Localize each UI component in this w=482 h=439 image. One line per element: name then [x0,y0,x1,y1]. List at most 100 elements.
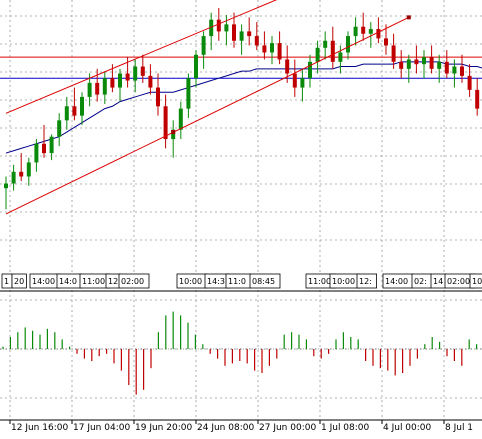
candle-body [444,61,449,74]
candle-body [422,57,426,65]
session-tag: 10:00 [176,273,208,289]
candle-body [315,47,320,62]
candle [422,50,426,79]
candle-body [368,29,373,34]
candle-body [406,59,411,69]
x-tick-label: 1 Jul 08:00 [321,423,370,433]
session-tag: 08:45 [249,273,281,289]
session-tag-label: 10:0 [472,277,482,286]
session-tag-box [249,273,281,289]
candle [186,73,191,118]
candle [376,17,381,44]
session-tag: 20 [11,273,27,289]
candle-body [110,78,115,88]
session-tag: 10:00 [329,273,361,289]
candle-body [399,61,404,69]
session-tag: 11:00 [79,273,111,289]
candle-body [178,108,183,130]
x-tick-label: 8 Jul 1 [445,423,473,433]
candle-body [64,106,69,121]
candle-body [72,106,77,116]
candle [49,134,54,161]
candle [353,17,358,46]
candle [148,64,153,95]
session-tag: 1 [1,273,13,289]
candle [34,139,39,172]
candles-layer [4,8,480,210]
session-tag: 02:00 [118,273,150,289]
session-tag-box [118,273,150,289]
candle [95,68,100,102]
session-tag-label: 02:00 [447,277,470,286]
candle-body [4,183,8,189]
candle [346,31,350,60]
candle-body [452,66,457,74]
candle [308,54,312,88]
candle-body [475,89,480,109]
candle [239,24,244,55]
candle-body [57,120,62,137]
candle [338,45,343,74]
channel-anchor-marker [406,15,411,20]
x-tick-label: 4 Jul 00:00 [383,423,432,433]
candle [330,26,335,69]
candle-body [239,31,244,41]
session-tag-label: 1 [4,277,9,286]
candle [133,59,138,93]
session-tag: 14:00 [29,273,61,289]
session-tag-label: 14:3 [207,277,225,286]
candle [26,157,31,186]
session-tag-label: 08:45 [252,277,275,286]
candle [19,153,24,182]
candle-body [429,57,434,69]
candle [444,50,449,79]
candle-body [285,59,290,74]
candle-body [353,26,358,37]
session-tag: 12 [105,273,121,289]
candle-body [437,61,442,69]
candle-body [34,143,39,163]
candle-body [102,78,107,95]
candle [300,68,305,102]
session-tag: 14 [430,273,446,289]
session-tag: 12: [356,273,378,289]
candle-body [467,75,472,90]
session-tags-layer: 1 20 14:00 14:0 11:00 12 02:00 10:00 14:3 11:0 08:… [1,273,482,289]
candle [399,50,404,79]
candle-body [26,162,31,177]
candle [57,113,62,147]
candle [277,31,282,65]
candle [140,54,145,83]
candle [315,40,320,74]
session-tag-label: 14 [433,277,443,286]
x-tick-label: 19 Jun 20:00 [135,423,192,433]
candle [42,125,46,158]
session-tag-box [469,273,482,289]
candle-body [323,40,328,48]
session-tag-label: 10:00 [179,277,202,286]
candle-body [118,73,122,88]
session-tag-label: 11:00 [82,277,105,286]
candle-body [338,52,343,62]
candle-body [391,45,396,62]
moving-average-line [5,61,482,154]
session-tag-label: 11:00 [308,277,331,286]
candle-body [186,78,191,109]
session-tag: 14:0 [56,273,83,289]
candle [11,164,16,191]
session-tag-label: 14:00 [32,277,55,286]
x-axis-layer: 12 Jun 16:00 17 Jun 04:00 19 Jun 20:00 24 J… [0,419,482,433]
candle-body [232,24,236,41]
candle-body [201,36,206,55]
session-tag-box [356,273,378,289]
candle-body [292,73,297,88]
candle [437,54,442,83]
session-tag-label: 02: [414,277,427,286]
session-tag-label: 12 [108,277,118,286]
candle-body [209,19,214,37]
candle-body [376,29,381,39]
candle-body [156,87,160,107]
candle-body [346,36,350,53]
candle-body [95,82,100,95]
candle [87,73,92,107]
